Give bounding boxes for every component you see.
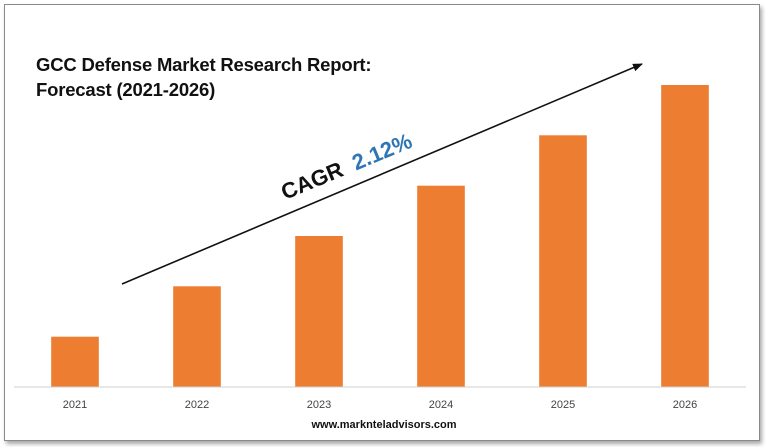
footer-website: www.marknteladvisors.com [311, 419, 457, 431]
x-tick-label-2023: 2023 [307, 399, 331, 411]
cagr-annotation: CAGR 2.12% [277, 128, 415, 204]
x-tick-labels: 2021 2022 2023 2024 2025 2026 [63, 399, 697, 411]
chart-title: GCC Defense Market Research Report: Fore… [36, 52, 372, 102]
cagr-label: CAGR [277, 157, 347, 205]
bar-2022 [173, 286, 221, 387]
x-tick-label-2026: 2026 [673, 399, 697, 411]
x-tick-label-2021: 2021 [63, 399, 87, 411]
bars-layer [51, 85, 709, 387]
bar-2025 [539, 135, 587, 387]
chart-title-line-1: GCC Defense Market Research Report: [36, 54, 372, 75]
bar-2021 [51, 336, 99, 387]
bar-2024 [417, 185, 465, 387]
x-tick-label-2025: 2025 [551, 399, 575, 411]
chart-title-line-2: Forecast (2021-2026) [36, 79, 216, 100]
bar-2023 [295, 236, 343, 387]
cagr-value: 2.12% [348, 128, 415, 175]
bar-2026 [661, 85, 709, 387]
x-tick-label-2024: 2024 [429, 399, 453, 411]
x-tick-label-2022: 2022 [185, 399, 209, 411]
trend-arrow [121, 63, 643, 285]
chart-frame [4, 4, 760, 441]
